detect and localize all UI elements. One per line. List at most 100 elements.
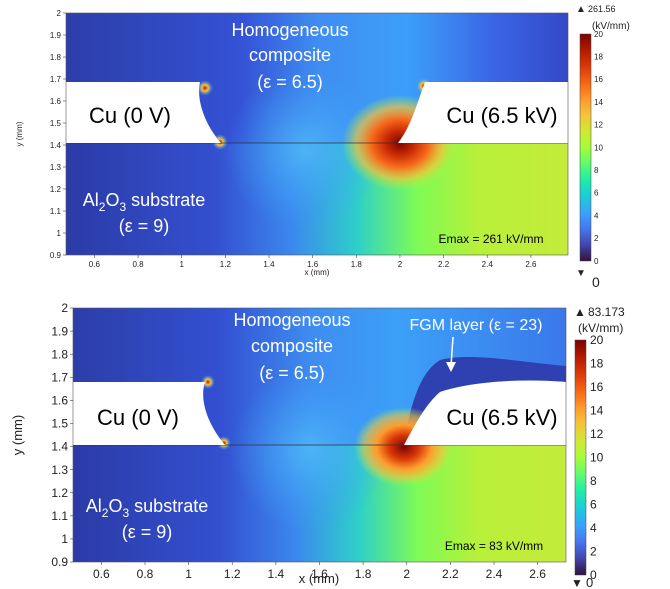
y-tick-label: 1.4 [51,440,68,454]
y-tick-label: 1.1 [51,509,68,523]
y-tick-label: 1.8 [50,53,62,62]
y-tick-label: 1.9 [51,324,68,338]
y-tick-label: 2 [57,9,62,18]
panel-1-right-electrode [398,82,568,143]
colorbar-tick-label: 0 [594,257,599,266]
panel-2-fgm-label: FGM layer (ε = 23) [410,317,543,334]
panel-1-colorbar [579,33,592,262]
panel-2: 0.9 1 1.1 1.2 1.3 1.4 1.5 1.6 1.7 1.8 1.9 2 0.6 0.8 1… [10,301,625,589]
panel-1-field-plume [225,70,385,230]
colorbar-tick-label: 2 [594,234,599,243]
x-tick-label: 1.6 [307,260,319,269]
y-tick-label: 1.3 [50,163,62,172]
y-tick-label: 1.6 [51,394,68,408]
colorbar-tick-label: 4 [594,211,599,220]
panel-1-y-axis-label: y (mm) [15,121,24,146]
panel-1-colorbar-min-label: 0 [592,274,600,290]
panel-1-substrate-label: Al2O3 substrate [83,190,205,214]
colorbar-tick-label: 0 [590,568,597,582]
colorbar-tick-label: 8 [590,474,597,488]
panel-2-composite-label-2: composite [251,336,333,356]
panel-2-substrate-label: Al2O3 substrate [86,496,208,520]
x-tick-label: 1.2 [224,567,241,581]
colorbar-tick-label: 14 [590,404,604,418]
x-tick-label: 2.4 [486,567,503,581]
panel-2-y-ticks: 0.9 1 1.1 1.2 1.3 1.4 1.5 1.6 1.7 1.8 1.9 2 [51,301,73,569]
panel-1-substrate-eps: (ε = 9) [119,216,170,236]
panel-2-composite-eps: (ε = 6.5) [259,363,325,383]
colorbar-tick-label: 16 [594,75,603,84]
y-tick-label: 2 [61,301,68,315]
y-tick-label: 1.2 [51,486,68,500]
panel-1-y-ticks: 0.9 1 1.1 1.2 1.3 1.4 1.5 1.6 1.7 1.8 1.9 2 [50,9,66,260]
x-tick-label: 1.2 [220,260,232,269]
panel-1-emax-label: Emax = 261 kV/mm [438,232,543,246]
x-tick-label: 1 [179,260,184,269]
panel-1-field-map [66,13,568,255]
y-tick-label: 1.9 [50,31,62,40]
panel-1-colorbar-max-label: 261.56 [588,4,616,14]
panel-1: 0.9 1 1.1 1.2 1.3 1.4 1.5 1.6 1.7 1.8 1.9 2 0.6 0.8 1… [15,4,630,290]
y-tick-label: 1.1 [50,207,62,216]
x-tick-label: 0.6 [93,567,110,581]
y-tick-label: 1.7 [50,75,62,84]
colorbar-tick-label: 6 [594,189,599,198]
y-tick-label: 1.5 [51,417,68,431]
x-tick-label: 2.6 [529,567,546,581]
y-tick-label: 1.8 [51,347,68,361]
panel-2-left-electrode-label: Cu (0 V) [97,405,179,430]
panel-2-emax-label: Emax = 83 kV/mm [445,539,543,553]
x-tick-label: 2.2 [442,567,459,581]
colorbar-tick-label: 6 [590,498,597,512]
panel-2-colorbar-min-label: 0 [586,575,593,589]
panel-2-fgm-arrow [446,336,456,372]
y-tick-label: 1 [57,229,62,238]
x-tick-label: 1.8 [355,567,372,581]
panel-2-colorbar [574,339,587,576]
panel-1-left-electrode-label: Cu (0 V) [89,103,171,128]
panel-1-composite-label-2: composite [249,45,331,65]
x-tick-label: 2.6 [525,260,537,269]
panel-2-x-ticks: 0.6 0.8 1 1.2 1.4 1.6 1.8 2 2.2 2.4 2.6 [93,562,546,581]
y-tick-label: 1.6 [50,97,62,106]
panel-1-composite-eps: (ε = 6.5) [257,72,323,92]
panel-2-fgm-layer [404,356,566,445]
x-tick-label: 2 [398,260,403,269]
panel-1-right-electrode-label: Cu (6.5 kV) [446,103,557,128]
panel-2-field-map [73,308,566,562]
x-tick-label: 0.6 [89,260,101,269]
panel-1-x-ticks: 0.6 0.8 1 1.2 1.4 1.6 1.8 2 2.2 2.4 2.6 [89,255,537,269]
colorbar-tick-label: 8 [594,166,599,175]
colorbar-tick-label: 18 [590,357,604,371]
panel-2-x-axis-label: x (mm) [299,571,339,586]
x-tick-label: 0.8 [132,260,144,269]
panel-2-right-electrode [404,380,566,445]
x-tick-label: 1 [185,567,192,581]
panel-2-colorbar-unit: (kV/mm) [578,321,623,335]
panel-2-right-electrode-label: Cu (6.5 kV) [446,405,557,430]
y-tick-label: 1 [61,532,68,546]
panel-1-colorbar-max-marker: ▲ [576,4,586,15]
colorbar-tick-label: 16 [590,380,604,394]
panel-1-composite-label-1: Homogeneous [231,20,348,40]
panel-1-left-electrode [66,82,221,143]
x-tick-label: 2 [403,567,410,581]
x-tick-label: 2.4 [482,260,494,269]
x-tick-label: 0.8 [137,567,154,581]
panel-1-colorbar-ticks: 0 2 4 6 8 10 12 14 16 18 20 [594,30,603,266]
panel-2-colorbar-max-label: 83.173 [588,305,625,319]
panel-1-x-axis-label: x (mm) [305,268,330,277]
panel-2-corner-spot-1 [201,375,215,389]
y-tick-label: 0.9 [51,555,68,569]
colorbar-tick-label: 14 [594,98,603,107]
panel-1-colorbar-unit: (kV/mm) [592,21,630,32]
panel-2-y-axis-label: y (mm) [10,415,25,455]
x-tick-label: 2.2 [438,260,450,269]
colorbar-tick-label: 20 [590,333,604,347]
colorbar-tick-label: 12 [594,121,603,130]
panel-2-field-plume [230,368,390,532]
x-tick-label: 1.6 [311,567,328,581]
y-tick-label: 1.4 [50,141,62,150]
colorbar-tick-label: 18 [594,53,603,62]
panel-1-frame [65,12,569,256]
